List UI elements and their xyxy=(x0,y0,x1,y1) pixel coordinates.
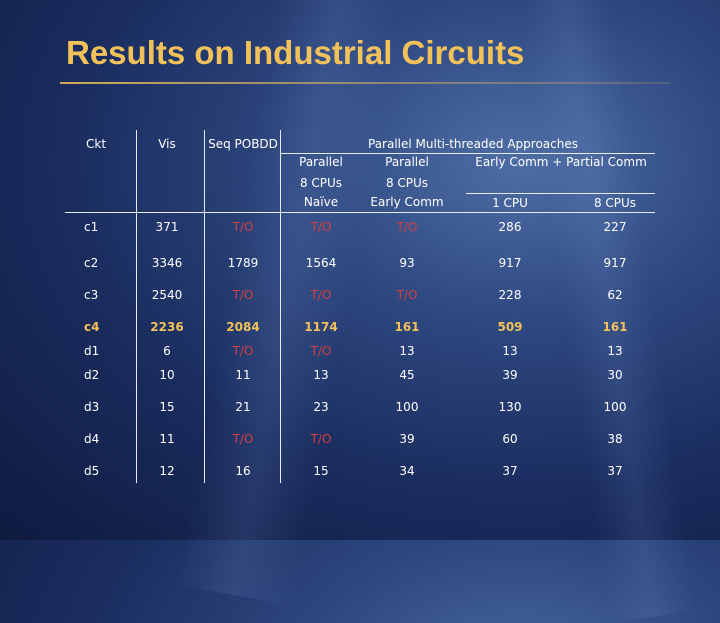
title-underline xyxy=(60,82,670,84)
cell-early-partial-1cpu: 228 xyxy=(498,288,522,302)
cell-early-partial-8cpus: 917 xyxy=(603,256,627,270)
header-8-cpus: 8 CPUs xyxy=(593,196,637,210)
header-parallel-naive-line2: 8 CPUs xyxy=(299,176,343,190)
cell-early-partial-1cpu: 130 xyxy=(498,400,522,414)
cell-early-partial-1cpu: 39 xyxy=(502,368,518,382)
cell-parallel-early: 100 xyxy=(395,400,419,414)
cell-early-partial-1cpu: 13 xyxy=(502,344,518,358)
header-early-partial-comm: Early Comm + Partial Comm xyxy=(475,155,647,169)
cell-ckt: d3 xyxy=(84,400,100,414)
cell-seq-pobdd: 21 xyxy=(235,400,251,414)
cell-vis: 12 xyxy=(159,464,175,478)
cell-seq-pobdd: 2084 xyxy=(226,320,260,334)
cell-ckt: d5 xyxy=(84,464,100,478)
cell-parallel-naive: T/O xyxy=(310,220,332,234)
cell-vis: 371 xyxy=(155,220,179,234)
cell-early-partial-8cpus: 100 xyxy=(603,400,627,414)
header-parallel-group: Parallel Multi-threaded Approaches xyxy=(368,137,578,151)
cell-parallel-early: 161 xyxy=(394,320,420,334)
cell-early-partial-1cpu: 917 xyxy=(498,256,522,270)
grid-line xyxy=(466,193,655,194)
cell-vis: 11 xyxy=(159,432,175,446)
cell-parallel-early: 34 xyxy=(399,464,415,478)
cell-early-partial-1cpu: 60 xyxy=(502,432,518,446)
cell-ckt: c4 xyxy=(84,320,100,334)
cell-parallel-early: T/O xyxy=(396,220,418,234)
cell-early-partial-1cpu: 509 xyxy=(497,320,523,334)
cell-ckt: c2 xyxy=(84,256,99,270)
cell-early-partial-8cpus: 161 xyxy=(602,320,628,334)
cell-parallel-early: 45 xyxy=(399,368,415,382)
slide-title: Results on Industrial Circuits xyxy=(66,34,525,71)
cell-early-partial-8cpus: 62 xyxy=(607,288,623,302)
cell-parallel-naive: T/O xyxy=(310,344,332,358)
background-light-streak xyxy=(175,0,405,606)
cell-seq-pobdd: 1789 xyxy=(227,256,259,270)
grid-line xyxy=(280,153,655,154)
cell-parallel-naive: 1564 xyxy=(305,256,337,270)
cell-early-partial-1cpu: 37 xyxy=(502,464,518,478)
cell-vis: 15 xyxy=(159,400,175,414)
header-parallel-early-line3: Early Comm xyxy=(370,195,444,209)
grid-line xyxy=(65,212,655,213)
cell-early-partial-8cpus: 38 xyxy=(607,432,623,446)
header-ckt: Ckt xyxy=(86,137,107,151)
cell-vis: 2540 xyxy=(151,288,183,302)
cell-parallel-naive: 23 xyxy=(313,400,329,414)
cell-parallel-naive: 15 xyxy=(313,464,329,478)
header-parallel-early-line1: Parallel xyxy=(385,155,429,169)
header-seq-pobdd: Seq POBDD xyxy=(208,137,278,151)
cell-ckt: d1 xyxy=(84,344,100,358)
cell-seq-pobdd: T/O xyxy=(232,288,254,302)
grid-line xyxy=(280,130,281,483)
background-light-streak xyxy=(513,0,697,623)
cell-parallel-early: 93 xyxy=(399,256,415,270)
cell-vis: 3346 xyxy=(151,256,183,270)
cell-early-partial-1cpu: 286 xyxy=(498,220,522,234)
cell-early-partial-8cpus: 227 xyxy=(603,220,627,234)
cell-ckt: c3 xyxy=(84,288,99,302)
cell-parallel-naive: T/O xyxy=(310,432,332,446)
cell-seq-pobdd: 11 xyxy=(235,368,251,382)
header-parallel-naive-line1: Parallel xyxy=(299,155,343,169)
cell-early-partial-8cpus: 37 xyxy=(607,464,623,478)
cell-ckt: d2 xyxy=(84,368,100,382)
cell-seq-pobdd: T/O xyxy=(232,220,254,234)
cell-parallel-early: T/O xyxy=(396,288,418,302)
cell-vis: 2236 xyxy=(150,320,184,334)
header-parallel-early-line2: 8 CPUs xyxy=(385,176,429,190)
header-1-cpu: 1 CPU xyxy=(492,196,528,210)
cell-parallel-naive: 13 xyxy=(313,368,329,382)
header-parallel-naive-line3: Naïve xyxy=(303,195,339,209)
cell-ckt: c1 xyxy=(84,220,99,234)
cell-parallel-early: 13 xyxy=(399,344,415,358)
grid-line xyxy=(204,130,205,483)
cell-vis: 10 xyxy=(159,368,175,382)
header-vis: Vis xyxy=(158,137,176,151)
cell-ckt: d4 xyxy=(84,432,100,446)
cell-parallel-early: 39 xyxy=(399,432,415,446)
cell-parallel-naive: T/O xyxy=(310,288,332,302)
cell-seq-pobdd: T/O xyxy=(232,432,254,446)
cell-vis: 6 xyxy=(163,344,171,358)
cell-early-partial-8cpus: 30 xyxy=(607,368,623,382)
cell-seq-pobdd: 16 xyxy=(235,464,251,478)
cell-parallel-naive: 1174 xyxy=(304,320,338,334)
cell-seq-pobdd: T/O xyxy=(232,344,254,358)
grid-line xyxy=(136,130,137,483)
cell-early-partial-8cpus: 13 xyxy=(607,344,623,358)
